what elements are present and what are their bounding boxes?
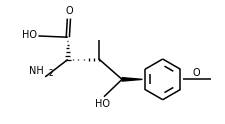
Text: NH: NH [29,66,44,76]
Text: HO: HO [22,30,37,40]
Text: 2: 2 [49,68,53,78]
Text: O: O [191,68,199,78]
Polygon shape [122,78,142,81]
Text: O: O [65,5,72,16]
Text: HO: HO [95,99,110,109]
